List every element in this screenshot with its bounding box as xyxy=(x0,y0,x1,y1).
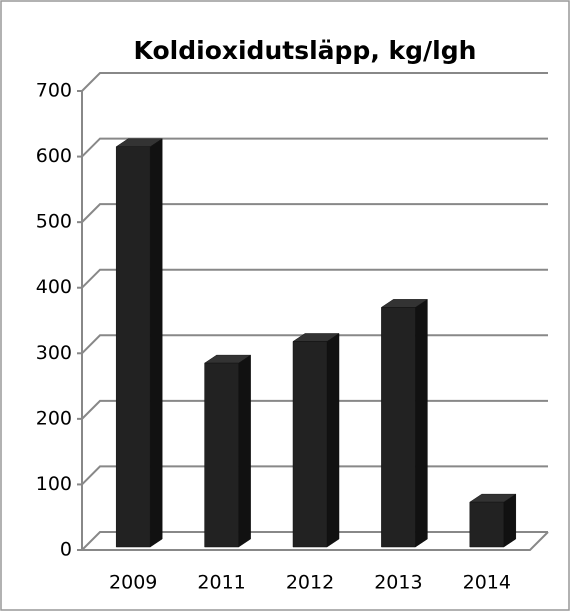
y-tick-label: 0 xyxy=(60,539,72,561)
grid-line xyxy=(81,72,548,92)
bar xyxy=(115,138,164,548)
bar xyxy=(292,333,340,548)
x-tick-label: 2011 xyxy=(197,572,245,594)
floor xyxy=(82,531,549,551)
y-tick-label: 600 xyxy=(36,145,72,167)
grid-line xyxy=(81,137,548,158)
y-tick-label: 200 xyxy=(36,407,72,429)
x-tick-label: 2014 xyxy=(463,572,511,594)
bar xyxy=(380,298,429,548)
y-tick-label: 700 xyxy=(36,80,72,102)
grid-line xyxy=(81,268,548,289)
bar xyxy=(468,493,517,548)
chart-title: Koldioxidutsläpp, kg/lgh xyxy=(134,36,477,65)
y-tick-label: 400 xyxy=(36,276,72,298)
grid-line xyxy=(81,203,548,223)
x-tick-label: 2012 xyxy=(286,572,334,594)
y-tick-label: 500 xyxy=(36,211,72,233)
bar xyxy=(203,354,252,548)
y-tick-label: 300 xyxy=(36,342,72,364)
y-tick-label: 100 xyxy=(36,473,72,495)
x-tick-label: 2009 xyxy=(109,572,157,594)
x-tick-label: 2013 xyxy=(374,572,422,594)
